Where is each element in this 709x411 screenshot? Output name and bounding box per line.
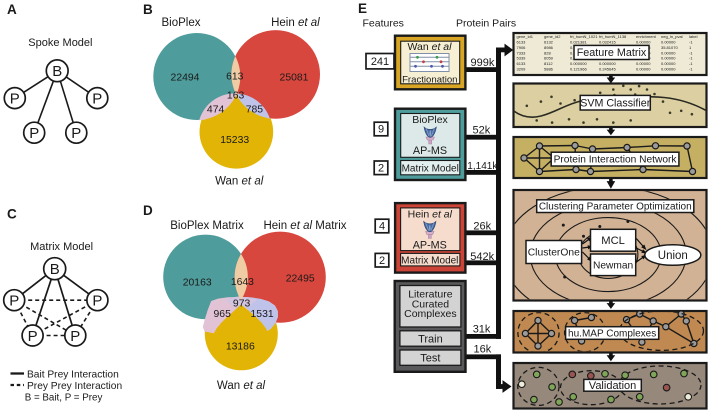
svg-text:52k: 52k — [473, 124, 491, 136]
svg-text:Wan et al: Wan et al — [215, 175, 264, 187]
svg-text:Bait Prey Interaction: Bait Prey Interaction — [27, 369, 119, 380]
svg-text:P: P — [9, 293, 19, 310]
svg-text:Hein et al: Hein et al — [408, 209, 453, 221]
svg-text:BioPlex: BioPlex — [412, 114, 448, 126]
svg-text:474: 474 — [207, 104, 225, 115]
svg-text:Fractionation: Fractionation — [402, 74, 457, 85]
svg-text:P: P — [70, 328, 80, 345]
svg-text:Matrix Model: Matrix Model — [30, 241, 93, 253]
svg-text:1,141k: 1,141k — [467, 161, 498, 172]
svg-text:hu.MAP Complexes: hu.MAP Complexes — [568, 328, 656, 339]
svg-text:Spoke Model: Spoke Model — [28, 37, 92, 49]
svg-text:9: 9 — [378, 124, 384, 136]
svg-text:P: P — [92, 293, 102, 310]
svg-text:Protein Interaction Network: Protein Interaction Network — [554, 155, 678, 166]
svg-text:D: D — [143, 203, 153, 218]
svg-text:2: 2 — [378, 163, 384, 175]
svg-text:Validation: Validation — [589, 380, 637, 392]
svg-text:Complexes: Complexes — [404, 308, 457, 320]
svg-text:Clustering Parameter Optimizat: Clustering Parameter Optimization — [539, 202, 692, 213]
svg-text:973: 973 — [233, 299, 251, 310]
svg-text:C: C — [7, 206, 17, 221]
svg-text:SVM Classifier: SVM Classifier — [580, 97, 651, 109]
svg-text:B: B — [50, 261, 60, 278]
svg-text:Newman: Newman — [593, 260, 633, 271]
svg-text:E: E — [358, 1, 367, 16]
svg-text:2: 2 — [379, 255, 385, 267]
svg-text:16k: 16k — [474, 344, 492, 356]
svg-text:BioPlex Matrix: BioPlex Matrix — [170, 220, 244, 232]
svg-text:1531: 1531 — [251, 309, 274, 320]
svg-text:B: B — [143, 2, 153, 17]
svg-text:241: 241 — [371, 56, 389, 68]
svg-text:AP-MS: AP-MS — [413, 240, 447, 252]
svg-text:Train: Train — [418, 333, 443, 345]
svg-text:P: P — [71, 125, 81, 142]
svg-text:26k: 26k — [473, 220, 491, 232]
svg-text:31k: 31k — [473, 324, 491, 336]
svg-text:Union: Union — [658, 250, 688, 262]
svg-text:Curated: Curated — [412, 298, 450, 310]
svg-text:P: P — [92, 91, 102, 108]
svg-text:BioPlex: BioPlex — [162, 17, 201, 29]
svg-text:MCL: MCL — [601, 235, 625, 247]
svg-text:B: B — [52, 63, 62, 80]
svg-text:Wan et al: Wan et al — [408, 41, 453, 53]
svg-text:Hein et al Matrix: Hein et al Matrix — [263, 220, 346, 232]
svg-text:965: 965 — [214, 309, 232, 320]
svg-text:613: 613 — [226, 72, 244, 83]
svg-text:Matrix Model: Matrix Model — [401, 255, 458, 266]
svg-text:P: P — [28, 328, 38, 345]
svg-text:Test: Test — [420, 352, 440, 364]
svg-text:A: A — [7, 2, 17, 17]
svg-text:Protein Pairs: Protein Pairs — [456, 18, 516, 30]
svg-text:22495: 22495 — [286, 273, 315, 284]
svg-text:B = Bait, P = Prey: B = Bait, P = Prey — [25, 393, 103, 404]
svg-text:Hein et al: Hein et al — [271, 17, 320, 29]
svg-text:P: P — [10, 91, 20, 108]
svg-text:542k: 542k — [470, 251, 494, 263]
svg-text:Literature: Literature — [408, 289, 453, 301]
svg-text:15233: 15233 — [220, 135, 249, 146]
svg-text:163: 163 — [227, 90, 245, 101]
svg-text:20163: 20163 — [183, 278, 212, 289]
svg-text:ClusterOne: ClusterOne — [528, 248, 580, 259]
svg-text:13186: 13186 — [226, 342, 255, 353]
svg-text:P: P — [29, 125, 39, 142]
svg-text:Feature Matrix: Feature Matrix — [577, 47, 647, 59]
svg-text:Prey Prey Interaction: Prey Prey Interaction — [27, 381, 122, 392]
svg-text:Matrix Model: Matrix Model — [402, 163, 459, 174]
svg-text:Features: Features — [363, 18, 404, 30]
svg-text:25081: 25081 — [280, 73, 309, 84]
svg-text:AP-MS: AP-MS — [413, 145, 447, 157]
svg-text:999k: 999k — [471, 57, 495, 69]
svg-text:1643: 1643 — [231, 277, 254, 288]
svg-text:785: 785 — [246, 105, 264, 116]
svg-text:4: 4 — [379, 221, 385, 233]
svg-text:Wan et al: Wan et al — [217, 380, 266, 392]
svg-text:22494: 22494 — [171, 73, 200, 84]
